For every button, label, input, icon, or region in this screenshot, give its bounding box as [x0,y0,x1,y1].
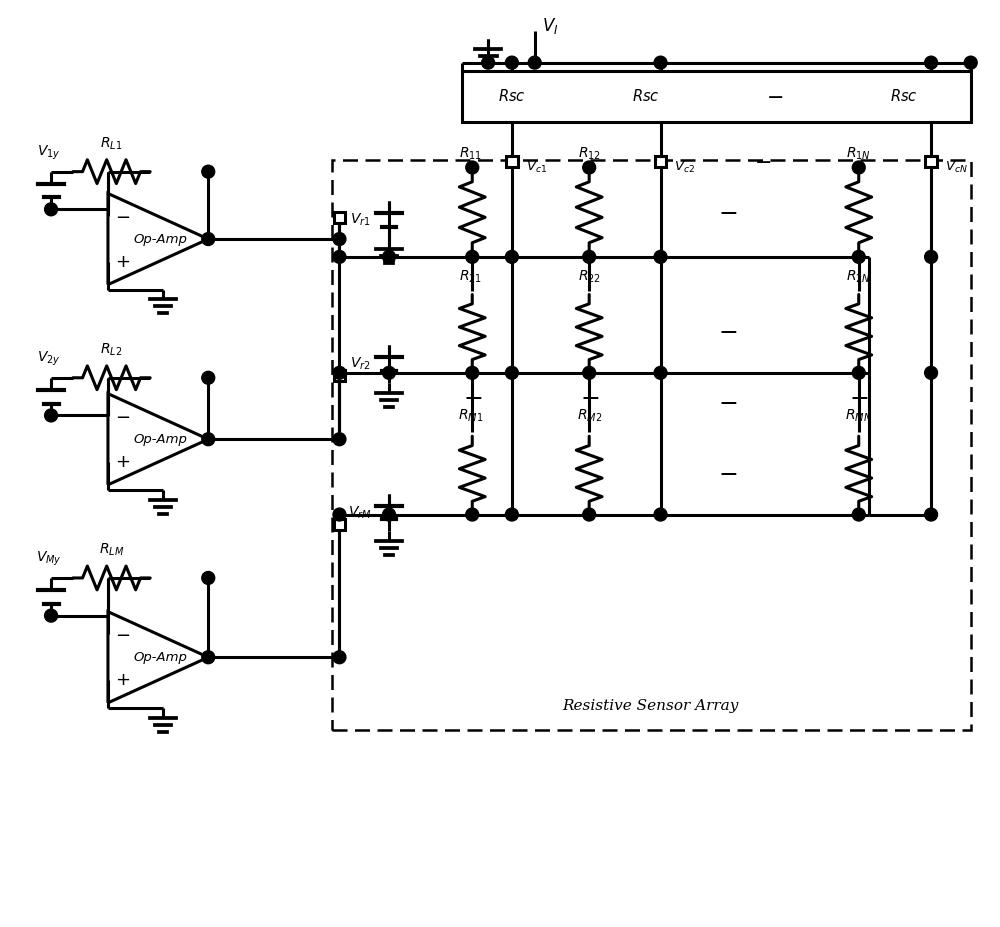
Text: $R_{2N}$: $R_{2N}$ [846,268,871,285]
Circle shape [202,572,215,584]
Circle shape [505,508,518,521]
Bar [334,370,345,382]
Circle shape [925,57,938,70]
Circle shape [852,161,865,174]
Text: $-$: $-$ [463,387,482,409]
Circle shape [202,651,215,664]
Text: $R_{1N}$: $R_{1N}$ [846,146,871,161]
Circle shape [654,57,667,70]
Circle shape [202,372,215,384]
Text: $V_{cN}$: $V_{cN}$ [945,160,968,175]
Text: $V_{2y}$: $V_{2y}$ [37,349,61,368]
Text: $-$: $-$ [115,408,130,425]
Text: $V_{r2}$: $V_{r2}$ [350,356,371,372]
Bar [332,159,971,730]
Text: $R_{L1}$: $R_{L1}$ [100,135,123,152]
Text: $-$: $-$ [580,387,599,409]
Circle shape [383,366,395,379]
Bar [334,211,345,222]
Circle shape [466,161,479,174]
Circle shape [583,161,596,174]
Text: $-$: $-$ [115,626,130,643]
Circle shape [202,233,215,246]
Text: $R_{LM}$: $R_{LM}$ [99,541,124,558]
Circle shape [654,366,667,379]
Circle shape [45,409,58,422]
Circle shape [333,366,346,379]
Bar [925,156,937,168]
Text: $R_{L2}$: $R_{L2}$ [100,341,123,358]
Circle shape [583,508,596,521]
Circle shape [333,651,346,664]
Text: $+$: $+$ [115,671,130,689]
Text: $R_{11}$: $R_{11}$ [459,146,482,161]
Circle shape [333,508,346,521]
Text: $V_{c1}$: $V_{c1}$ [526,160,547,175]
Text: $-$: $-$ [718,320,738,343]
Text: $R_{MN}$: $R_{MN}$ [845,408,872,425]
Circle shape [925,250,938,263]
Circle shape [505,57,518,70]
Circle shape [202,433,215,446]
Text: $-$: $-$ [849,387,868,409]
Text: $Rsc$: $Rsc$ [498,88,526,105]
Circle shape [505,250,518,263]
Text: $+$: $+$ [115,453,130,471]
Text: $V_{r1}$: $V_{r1}$ [350,212,371,228]
Circle shape [383,250,395,263]
Circle shape [333,250,346,263]
Circle shape [333,233,346,246]
Text: $V_{1y}$: $V_{1y}$ [37,144,61,161]
Text: $Rsc$: $Rsc$ [632,88,659,105]
Circle shape [583,366,596,379]
Bar [462,70,971,122]
Text: $-$: $-$ [115,208,130,225]
Text: $-$: $-$ [718,391,738,414]
Bar [506,156,518,168]
Text: $V_{c2}$: $V_{c2}$ [674,160,695,175]
Text: Op-Amp: Op-Amp [133,651,187,664]
Bar [334,519,345,530]
Circle shape [654,250,667,263]
Circle shape [45,203,58,216]
Text: $-$: $-$ [718,462,738,485]
Circle shape [654,508,667,521]
Circle shape [852,508,865,521]
Bar [655,156,666,168]
Circle shape [45,609,58,622]
Text: $R_{12}$: $R_{12}$ [578,146,601,161]
Circle shape [466,366,479,379]
Text: $V_I$: $V_I$ [542,16,558,36]
Circle shape [505,366,518,379]
Circle shape [466,508,479,521]
Circle shape [852,366,865,379]
Text: $+$: $+$ [115,253,130,271]
Text: Op-Amp: Op-Amp [133,233,187,246]
Text: $-$: $-$ [754,152,771,171]
Circle shape [383,508,395,521]
Circle shape [852,250,865,263]
Circle shape [202,165,215,178]
Text: $R_{21}$: $R_{21}$ [459,268,482,285]
Circle shape [333,433,346,446]
Text: $V_{My}$: $V_{My}$ [36,550,62,568]
Circle shape [528,57,541,70]
Text: $R_{M1}$: $R_{M1}$ [458,408,483,425]
Text: Resistive Sensor Array: Resistive Sensor Array [562,699,739,713]
Text: $-$: $-$ [766,87,783,106]
Circle shape [925,508,938,521]
Text: $R_{22}$: $R_{22}$ [578,268,601,285]
Text: $-$: $-$ [718,201,738,223]
Text: Op-Amp: Op-Amp [133,433,187,446]
Circle shape [482,57,495,70]
Text: $R_{M2}$: $R_{M2}$ [577,408,602,425]
Text: $Rsc$: $Rsc$ [890,88,917,105]
Text: $V_{rM}$: $V_{rM}$ [348,504,371,521]
Circle shape [964,57,977,70]
Circle shape [583,250,596,263]
Circle shape [466,250,479,263]
Circle shape [925,366,938,379]
